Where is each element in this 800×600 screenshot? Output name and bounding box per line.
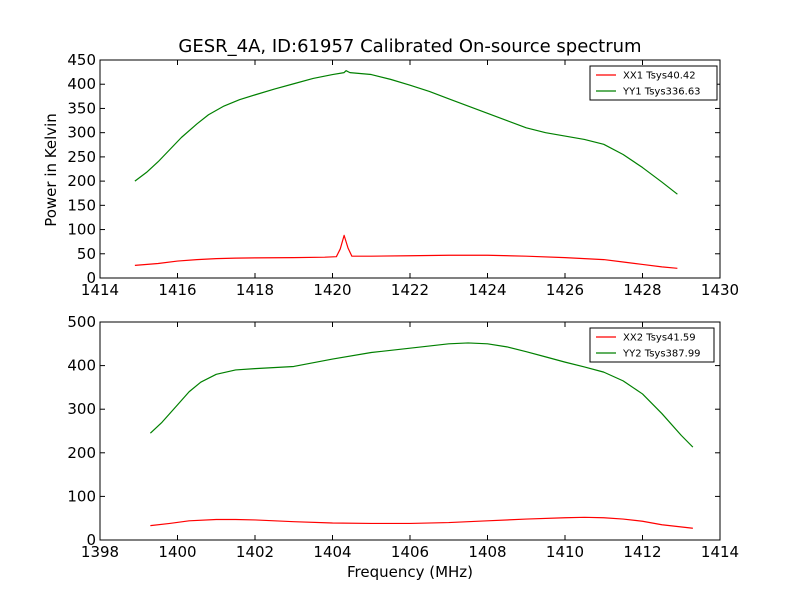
y-axis-label: Power in Kelvin [42, 113, 60, 227]
series-line-yy1 [134, 70, 678, 195]
y-tick-label: 150 [67, 196, 96, 214]
x-tick-label: 1398 [81, 543, 119, 561]
legend-box [589, 327, 715, 363]
y-tick-label: 200 [67, 172, 96, 190]
x-tick-label: 1418 [236, 281, 274, 299]
x-tick-label: 1402 [236, 543, 274, 561]
legend: XX2 Tsys41.59 YY2 Tsys387.99 [589, 327, 715, 363]
x-tick-label: 1410 [546, 543, 584, 561]
y-tick-label: 100 [67, 487, 96, 505]
x-tick-label: 1430 [701, 281, 739, 299]
legend-entry: XX2 Tsys41.59 [623, 333, 696, 344]
y-tick-label: 0 [86, 531, 96, 549]
y-tick-label: 500 [67, 313, 96, 331]
top-panel: 1414 1416 1418 1420 1422 1424 1426 1428 1430 0 50 1… [67, 51, 739, 299]
y-tick-label: 400 [67, 357, 96, 375]
x-tick-label: 1414 [701, 543, 739, 561]
legend-box [589, 65, 718, 101]
x-tick-label: 1412 [623, 543, 661, 561]
x-tick-label: 1406 [391, 543, 429, 561]
x-tick-label: 1414 [81, 281, 119, 299]
legend-entry: YY2 Tsys387.99 [622, 349, 701, 360]
y-tick-label: 300 [67, 124, 96, 142]
x-tick-label: 1400 [158, 543, 196, 561]
x-tick-label: 1404 [313, 543, 351, 561]
x-axis-label: Frequency (MHz) [347, 563, 473, 581]
x-tick-label: 1426 [546, 281, 584, 299]
y-tick-label: 400 [67, 75, 96, 93]
x-tick-label: 1408 [468, 543, 506, 561]
series-line-yy2 [149, 342, 694, 448]
y-tick-label: 50 [77, 245, 96, 263]
x-tick-label: 1420 [313, 281, 351, 299]
bottom-panel: 1398 1400 1402 1404 1406 1408 1410 1412 1414 0 100… [67, 313, 739, 561]
legend: XX1 Tsys40.42 YY1 Tsys336.63 [589, 65, 718, 101]
y-tick-label: 350 [67, 99, 96, 117]
x-tick-label: 1422 [391, 281, 429, 299]
y-tick-label: 200 [67, 444, 96, 462]
legend-entry: YY1 Tsys336.63 [622, 87, 701, 98]
series-line-xx1 [134, 234, 678, 269]
chart-title: GESR_4A, ID:61957 Calibrated On-source s… [178, 36, 641, 57]
y-tick-label: 100 [67, 221, 96, 239]
x-tick-label: 1424 [468, 281, 506, 299]
y-tick-label: 250 [67, 148, 96, 166]
y-tick-label: 0 [86, 269, 96, 287]
series-line-xx2 [150, 516, 693, 529]
y-tick-label: 300 [67, 400, 96, 418]
x-tick-label: 1428 [623, 281, 661, 299]
legend-entry: XX1 Tsys40.42 [623, 71, 696, 82]
y-tick-label: 450 [67, 51, 96, 69]
x-tick-label: 1416 [158, 281, 196, 299]
